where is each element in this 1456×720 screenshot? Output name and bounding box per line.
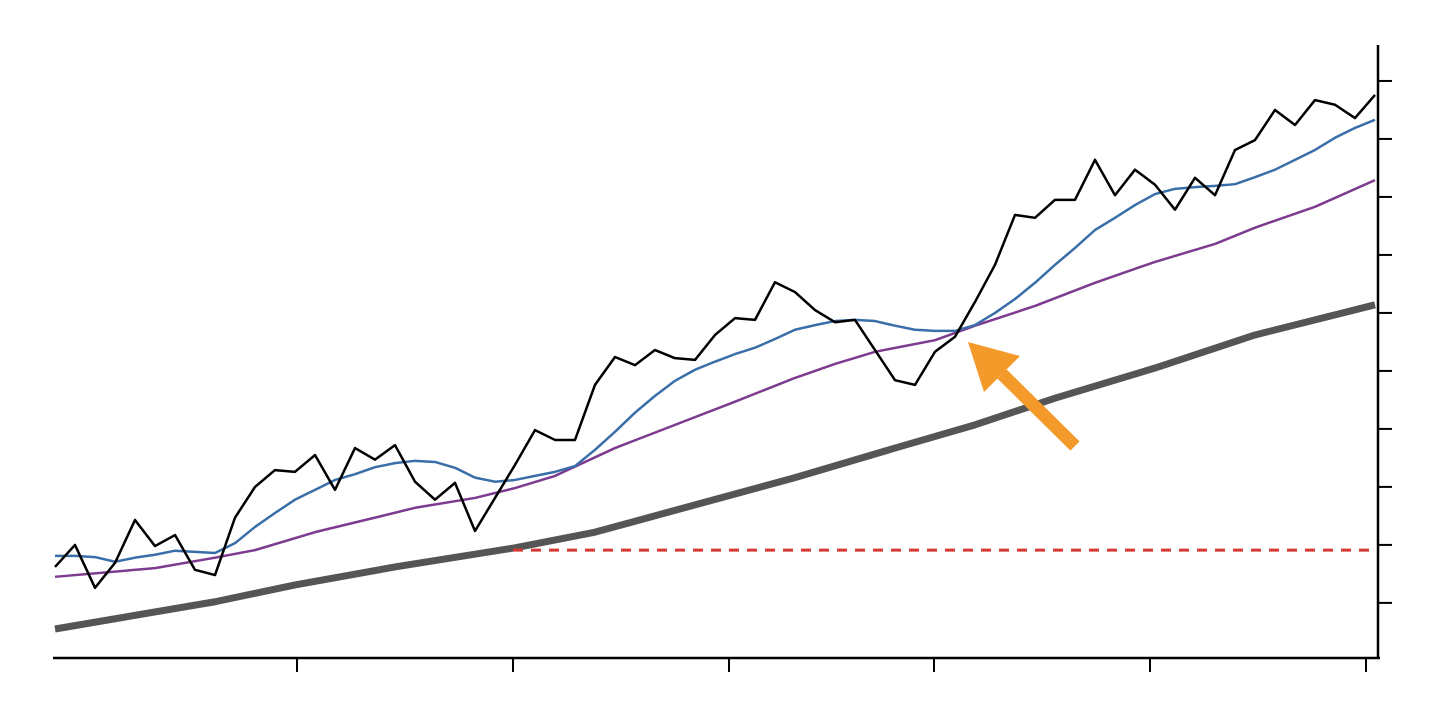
series-line (55, 118, 1376, 563)
lines (54, 94, 1378, 633)
annotation-arrow (968, 342, 1080, 451)
series-line (54, 178, 1376, 579)
arrow-shaft (997, 369, 1080, 451)
series-line (54, 94, 1376, 590)
series-line (54, 301, 1376, 633)
ticks (296, 79, 1392, 672)
arrow-head (968, 342, 1020, 392)
